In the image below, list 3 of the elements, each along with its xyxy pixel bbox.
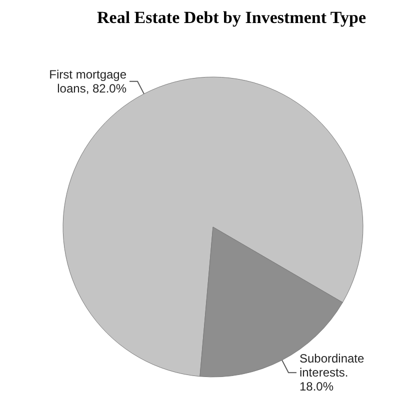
chart-title: Real Estate Debt by Investment Type: [96, 8, 367, 29]
slice-label: Subordinate interests. 18.0%: [299, 352, 365, 394]
slice-label: First mortgage loans, 82.0%: [49, 67, 127, 96]
